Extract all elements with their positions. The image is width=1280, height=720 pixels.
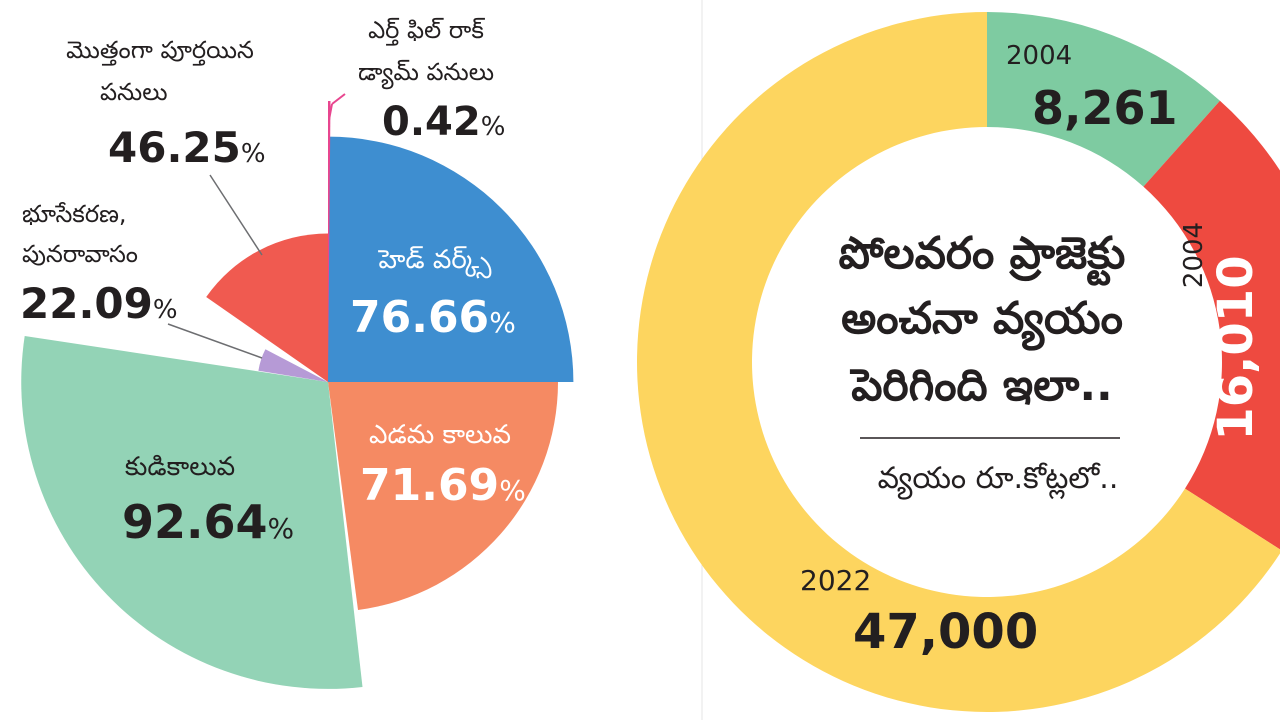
value-right-canal: 92.64% — [122, 495, 294, 549]
pie-slice-earth-fill-dam — [328, 101, 331, 382]
cost-donut-chart: 2004 8,261 2004 16,010 2022 47,000 పోలవర… — [637, 12, 1280, 712]
pie-slice-left-canal — [328, 382, 558, 610]
label-overall-works-line1: మొత్తంగా పూర్తయిన — [66, 36, 254, 66]
label-right-canal: కుడికాలువ — [125, 452, 235, 482]
pie-slice-overall-works — [206, 233, 328, 382]
value-left-canal-unit: % — [499, 474, 526, 507]
value-overall-works-unit: % — [241, 139, 266, 169]
label-earth-fill-line1: ఎర్త్ ఫిల్ రాక్ — [368, 16, 485, 46]
value-earth-fill: 0.42% — [382, 99, 505, 145]
donut-center-title-line3: పెరిగింది ఇలా.. — [849, 360, 1113, 411]
label-land-acquisition-line1: భూసేకరణ, — [22, 200, 127, 228]
value-right-canal-unit: % — [268, 512, 295, 545]
value-land-acquisition-number: 22.09 — [20, 279, 153, 328]
donut-year-label-2: 2004 — [1179, 222, 1209, 288]
pie-slice-land-acquisition — [258, 349, 328, 382]
leader-line-overall-works — [209, 174, 263, 256]
progress-pie-chart: ఎర్త్ ఫిల్ రాక్ డ్యామ్ పనులు 0.42% మొత్త… — [20, 16, 574, 689]
donut-segment-2004-first — [987, 12, 1220, 187]
donut-value-label-3: 47,000 — [853, 604, 1038, 660]
value-earth-fill-unit: % — [481, 112, 506, 142]
donut-center-subtitle: వ్యయం రూ.కోట్లలో.. — [878, 461, 1119, 500]
donut-center-title-line2: అంచనా వ్యయం — [841, 293, 1123, 351]
value-land-acquisition: 22.09% — [20, 279, 178, 328]
value-right-canal-number: 92.64 — [122, 495, 268, 549]
leader-line-land-acquisition — [167, 323, 263, 359]
value-overall-works-number: 46.25 — [108, 123, 241, 172]
label-left-canal: ఎడమ కాలువ — [369, 420, 511, 450]
value-left-canal-number: 71.69 — [360, 460, 499, 511]
donut-value-label-1: 8,261 — [1032, 81, 1178, 135]
value-overall-works: 46.25% — [108, 123, 266, 172]
label-earth-fill-line2: డ్యామ్ పనులు — [358, 58, 494, 90]
donut-year-label-3: 2022 — [800, 564, 871, 597]
value-head-works: 76.66% — [350, 292, 516, 343]
value-land-acquisition-unit: % — [153, 295, 178, 325]
donut-segment-2004-second — [1143, 100, 1280, 550]
value-head-works-number: 76.66 — [350, 292, 489, 343]
pie-slice-head-works — [328, 136, 574, 382]
label-land-acquisition-line2: పునరావాసం — [22, 240, 138, 268]
value-head-works-unit: % — [489, 306, 516, 339]
leader-line-earth-fill — [328, 103, 333, 121]
donut-center-title-line1: పోలవరం ప్రాజెక్టు — [839, 228, 1126, 286]
label-overall-works-line2: పనులు — [100, 78, 168, 106]
value-left-canal: 71.69% — [360, 460, 526, 511]
donut-value-label-2: 16,010 — [1208, 255, 1264, 440]
leader-line-earth-fill-2 — [331, 93, 346, 105]
donut-segment-2022 — [637, 12, 1280, 712]
pie-slice-right-canal — [21, 336, 363, 689]
donut-year-label-1: 2004 — [1006, 41, 1072, 71]
value-earth-fill-number: 0.42 — [382, 99, 481, 145]
label-head-works: హెడ్ వర్క్స్ — [378, 245, 493, 279]
